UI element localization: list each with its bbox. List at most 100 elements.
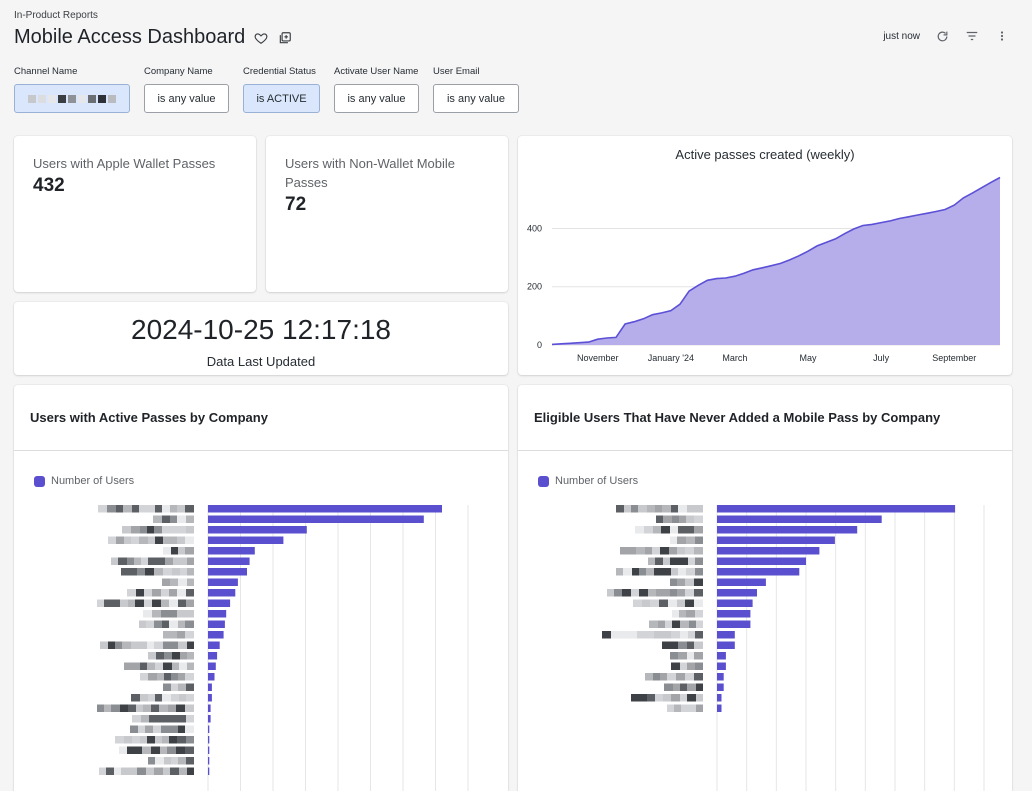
redacted-company-label: [670, 652, 678, 660]
redacted-company-label: [678, 641, 687, 649]
redacted-company-label: [98, 505, 107, 513]
redacted-company-label: [673, 683, 680, 691]
redacted-company-label: [628, 547, 636, 555]
x-tick-label: July: [873, 353, 890, 363]
redacted-company-label: [112, 599, 120, 607]
redacted-company-label: [668, 599, 677, 607]
kpi-tile-non-wallet[interactable]: Users with Non-Wallet Mobile Passes 72: [266, 136, 508, 292]
data-point: [707, 280, 708, 281]
redacted-company-label: [124, 736, 132, 744]
redacted-company-label: [171, 547, 178, 555]
redacted-company-label: [140, 662, 147, 670]
data-point: [734, 276, 735, 277]
filter-lines-icon[interactable]: [964, 28, 980, 44]
redacted-company-label: [136, 704, 143, 712]
redacted-company-label: [644, 526, 653, 534]
redacted-company-label: [176, 746, 185, 754]
redacted-company-label: [130, 725, 138, 733]
filter-activate-user-name-pill[interactable]: is any value: [334, 84, 419, 113]
redacted-company-label: [111, 704, 120, 712]
bar: [717, 547, 820, 555]
chart-legend[interactable]: Number of Users: [538, 475, 638, 487]
bar: [208, 536, 284, 544]
redacted-company-label: [172, 652, 180, 660]
heart-outline-icon[interactable]: [253, 30, 269, 46]
filter-channel-name-pill[interactable]: [14, 84, 130, 113]
redacted-company-label: [170, 715, 177, 723]
redacted-company-label: [128, 704, 136, 712]
filter-label: Channel Name: [14, 66, 78, 77]
chart-legend[interactable]: Number of Users: [34, 475, 134, 487]
bar: [208, 526, 307, 534]
data-point: [835, 238, 836, 239]
redacted-company-label: [671, 694, 680, 702]
data-point: [561, 343, 562, 344]
redacted-company-label: [168, 704, 176, 712]
kpi-tile-last-updated[interactable]: 2024-10-25 12:17:18 Data Last Updated: [14, 302, 508, 375]
redacted-company-label: [177, 736, 186, 744]
redacted-company-label: [646, 631, 654, 639]
data-point: [771, 265, 772, 266]
redacted-company-label: [663, 515, 672, 523]
redacted-company-label: [689, 620, 696, 628]
filter-company-name-pill[interactable]: is any value: [144, 84, 229, 113]
redacted-company-label: [686, 515, 694, 523]
redacted-company-label: [141, 557, 148, 565]
chart-title: Active passes created (weekly): [675, 147, 854, 162]
filter-user-email-pill[interactable]: is any value: [433, 84, 519, 113]
kpi-label: Users with Non-Wallet Mobile Passes: [285, 156, 456, 190]
redacted-company-label: [660, 673, 667, 681]
redacted-company-label: [170, 515, 177, 523]
redacted-company-label: [131, 536, 139, 544]
redacted-company-label: [680, 631, 688, 639]
redacted-company-label: [145, 725, 153, 733]
redacted-company-label: [114, 767, 121, 775]
bar-chart-tile-never-added[interactable]: Eligible Users That Have Never Added a M…: [518, 385, 1012, 791]
redacted-company-label: [677, 547, 685, 555]
redacted-company-label: [131, 641, 138, 649]
redacted-company-label: [128, 599, 135, 607]
redacted-company-label: [694, 505, 703, 513]
refresh-icon[interactable]: [934, 28, 950, 44]
redacted-company-label: [180, 568, 187, 576]
redacted-company-label: [687, 641, 694, 649]
kpi-tile-apple-wallet[interactable]: Users with Apple Wallet Passes 432: [14, 136, 256, 292]
redacted-company-label: [648, 589, 656, 597]
redacted-company-label: [177, 515, 186, 523]
bar: [717, 641, 735, 649]
filter-credential-status-pill[interactable]: is ACTIVE: [243, 84, 320, 113]
redacted-company-label: [653, 673, 660, 681]
redacted-company-label: [631, 589, 639, 597]
redacted-company-label: [107, 505, 116, 513]
page-title: Mobile Access Dashboard: [14, 26, 246, 48]
redacted-company-label: [180, 557, 187, 565]
bar-chart-tile-active-passes[interactable]: Users with Active Passes by Company Numb…: [14, 385, 508, 791]
redacted-company-label: [650, 599, 659, 607]
redacted-company-label: [148, 673, 157, 681]
copy-to-board-icon[interactable]: [277, 30, 293, 46]
redacted-company-label: [685, 547, 694, 555]
redacted-company-label: [694, 641, 703, 649]
redacted-company-label: [161, 725, 170, 733]
redacted-company-label: [130, 568, 137, 576]
redacted-company-label: [694, 589, 703, 597]
legend-swatch: [538, 475, 549, 487]
redacted-company-label: [170, 505, 177, 513]
redacted-company-label: [156, 557, 165, 565]
data-point: [908, 216, 909, 217]
data-point: [743, 273, 744, 274]
redacted-company-label: [169, 599, 178, 607]
breadcrumb[interactable]: In-Product Reports: [14, 10, 98, 21]
redacted-company-label: [631, 694, 639, 702]
redacted-company-label: [685, 599, 694, 607]
redacted-company-label: [147, 526, 154, 534]
title-row: Mobile Access Dashboard: [14, 26, 293, 49]
redacted-company-label: [115, 641, 122, 649]
redacted-company-label: [677, 589, 685, 597]
redacted-company-label: [140, 526, 147, 534]
more-vertical-icon[interactable]: [994, 28, 1010, 44]
area-chart-tile[interactable]: Active passes created (weekly) 0 200 400 No…: [518, 136, 1012, 375]
data-point: [826, 242, 827, 243]
redacted-company-label: [132, 715, 141, 723]
redacted-company-label: [140, 673, 148, 681]
